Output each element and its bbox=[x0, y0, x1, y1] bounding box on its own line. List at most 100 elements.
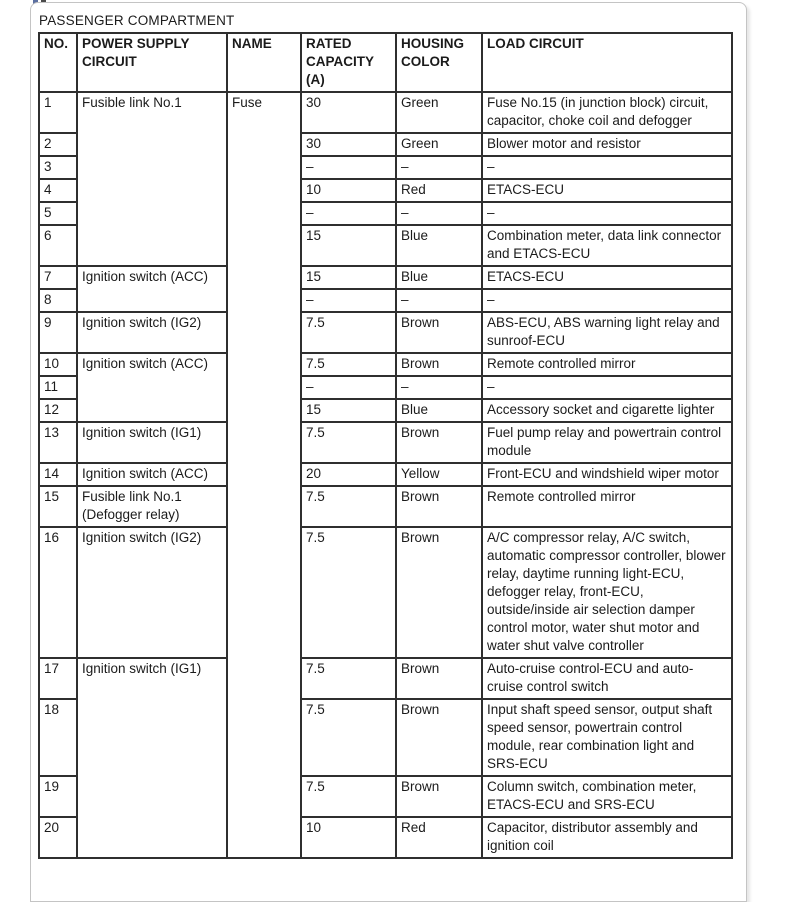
cell-rated-capacity: 7.5 bbox=[301, 658, 396, 699]
cell-rated-capacity: – bbox=[301, 289, 396, 312]
table-row: 7 Ignition switch (ACC) 15 Blue ETACS-ECU bbox=[39, 266, 732, 312]
cell-power-supply-circuit: Fusible link No.1 bbox=[77, 92, 227, 266]
cell-rated-capacity: – bbox=[301, 156, 396, 179]
cell-no: 16 bbox=[39, 527, 77, 658]
cell-housing-color: Brown bbox=[396, 658, 482, 699]
cell-load-circuit: Remote controlled mirror bbox=[482, 353, 732, 376]
cell-load-circuit: Fuse No.15 (in junction block) circuit, … bbox=[482, 92, 732, 133]
cell-housing-color: Brown bbox=[396, 353, 482, 376]
column-header-load-circuit: LOAD CIRCUIT bbox=[482, 33, 732, 92]
cell-load-circuit: Combination meter, data link connector a… bbox=[482, 225, 732, 266]
table-row: 6 15 Blue Combination meter, data link conn… bbox=[39, 225, 732, 266]
table-row: 4 10 Red ETACS-ECU bbox=[39, 179, 732, 202]
cell-load-circuit: – bbox=[482, 376, 732, 399]
cell-power-supply-circuit: Ignition switch (IG1) bbox=[77, 422, 227, 463]
column-header-power-supply: POWER SUPPLY CIRCUIT bbox=[77, 33, 227, 92]
cell-housing-color: – bbox=[396, 289, 482, 312]
cell-housing-color: Blue bbox=[396, 399, 482, 422]
cell-no: 2 bbox=[39, 133, 77, 156]
cell-no: 19 bbox=[39, 776, 77, 817]
cell-rated-capacity: 15 bbox=[301, 225, 396, 266]
table-row: 12 15 Blue Accessory socket and cigarette l… bbox=[39, 399, 732, 422]
table-row: 13 Ignition switch (IG1) 7.5 Brown Fuel pump… bbox=[39, 422, 732, 463]
cell-rated-capacity: 7.5 bbox=[301, 486, 396, 527]
cell-rated-capacity: 15 bbox=[301, 266, 396, 289]
cell-no: 1 bbox=[39, 92, 77, 133]
cell-power-supply-circuit: Ignition switch (IG2) bbox=[77, 527, 227, 658]
table-row: 14 Ignition switch (ACC) 20 Yellow Front-ECU… bbox=[39, 463, 732, 486]
cell-rated-capacity: 7.5 bbox=[301, 312, 396, 353]
cell-power-supply-circuit: Ignition switch (IG2) bbox=[77, 312, 227, 353]
cell-load-circuit: ETACS-ECU bbox=[482, 266, 732, 289]
cell-housing-color: Green bbox=[396, 92, 482, 133]
cell-power-supply-circuit: Ignition switch (ACC) bbox=[77, 266, 227, 312]
cell-housing-color: Yellow bbox=[396, 463, 482, 486]
cell-housing-color: Blue bbox=[396, 225, 482, 266]
cell-rated-capacity: – bbox=[301, 376, 396, 399]
page-title: PASSENGER COMPARTMENT bbox=[39, 13, 235, 28]
cell-housing-color: Red bbox=[396, 817, 482, 858]
table-row: 3– – – bbox=[39, 156, 732, 179]
cell-rated-capacity: 7.5 bbox=[301, 776, 396, 817]
fuse-table: NO. POWER SUPPLY CIRCUIT NAME RATED CAPA… bbox=[38, 32, 733, 859]
cell-load-circuit: ABS-ECU, ABS warning light relay and sun… bbox=[482, 312, 732, 353]
cell-no: 14 bbox=[39, 463, 77, 486]
cell-rated-capacity: 7.5 bbox=[301, 527, 396, 658]
cell-power-supply-circuit: Ignition switch (ACC) bbox=[77, 463, 227, 486]
table-row: 17 Ignition switch (IG1) 7.5 Brown Auto-crui… bbox=[39, 658, 732, 858]
cell-no: 5 bbox=[39, 202, 77, 225]
cell-load-circuit: Remote controlled mirror bbox=[482, 486, 732, 527]
cell-housing-color: Brown bbox=[396, 422, 482, 463]
cell-load-circuit: – bbox=[482, 289, 732, 312]
cell-housing-color: Brown bbox=[396, 527, 482, 658]
cell-no: 10 bbox=[39, 353, 77, 376]
cell-no: 6 bbox=[39, 225, 77, 266]
cell-load-circuit: Column switch, combination meter, ETACS-… bbox=[482, 776, 732, 817]
cell-housing-color: Red bbox=[396, 179, 482, 202]
table-row: 8– – – bbox=[39, 289, 732, 312]
cell-no: 17 bbox=[39, 658, 77, 699]
cell-rated-capacity: 20 bbox=[301, 463, 396, 486]
cell-load-circuit: Fuel pump relay and powertrain control m… bbox=[482, 422, 732, 463]
cell-no: 4 bbox=[39, 179, 77, 202]
fuse-table-header: NO. POWER SUPPLY CIRCUIT NAME RATED CAPA… bbox=[39, 33, 732, 92]
cell-load-circuit: – bbox=[482, 202, 732, 225]
cell-load-circuit: Auto-cruise control-ECU and auto-cruise … bbox=[482, 658, 732, 699]
cell-housing-color: Blue bbox=[396, 266, 482, 289]
cell-load-circuit: ETACS-ECU bbox=[482, 179, 732, 202]
cell-load-circuit: A/C compressor relay, A/C switch, automa… bbox=[482, 527, 732, 658]
cell-no: 7 bbox=[39, 266, 77, 289]
table-row: 5– – – bbox=[39, 202, 732, 225]
column-header-rated-capacity: RATED CAPACITY (A) bbox=[301, 33, 396, 92]
cell-load-circuit: Accessory socket and cigarette lighter bbox=[482, 399, 732, 422]
cell-housing-color: Brown bbox=[396, 486, 482, 527]
cell-no: 18 bbox=[39, 699, 77, 776]
cell-load-circuit: Blower motor and resistor bbox=[482, 133, 732, 156]
fuse-table-body: 1 Fusible link No.1 Fuse 30 Green Fuse No.15 … bbox=[39, 92, 732, 858]
cell-housing-color: Brown bbox=[396, 776, 482, 817]
table-row: 11– – – bbox=[39, 376, 732, 399]
cell-no: 3 bbox=[39, 156, 77, 179]
cell-power-supply-circuit: Fusible link No.1 (Defogger relay) bbox=[77, 486, 227, 527]
cell-no: 20 bbox=[39, 817, 77, 858]
cell-no: 11 bbox=[39, 376, 77, 399]
cell-no: 8 bbox=[39, 289, 77, 312]
table-row: 18 7.5 Brown Input shaft speed sensor, outp… bbox=[39, 699, 732, 776]
column-header-no: NO. bbox=[39, 33, 77, 92]
cell-rated-capacity: – bbox=[301, 202, 396, 225]
cell-rated-capacity: 7.5 bbox=[301, 422, 396, 463]
column-header-name: NAME bbox=[227, 33, 301, 92]
cell-no: 12 bbox=[39, 399, 77, 422]
table-row: 15 Fusible link No.1 (Defogger relay) 7.5 B… bbox=[39, 486, 732, 527]
table-row: 1 Fusible link No.1 Fuse 30 Green Fuse No.15 … bbox=[39, 92, 732, 858]
cell-rated-capacity: 7.5 bbox=[301, 699, 396, 776]
cell-rated-capacity: 15 bbox=[301, 399, 396, 422]
cell-load-circuit: Capacitor, distributor assembly and igni… bbox=[482, 817, 732, 858]
table-row: 16 Ignition switch (IG2) 7.5 Brown A/C compr… bbox=[39, 527, 732, 658]
column-header-housing-color: HOUSING COLOR bbox=[396, 33, 482, 92]
cell-no: 13 bbox=[39, 422, 77, 463]
cell-rated-capacity: 30 bbox=[301, 133, 396, 156]
cell-rated-capacity: 7.5 bbox=[301, 353, 396, 376]
header-row: NO. POWER SUPPLY CIRCUIT NAME RATED CAPA… bbox=[39, 33, 732, 92]
cell-housing-color: Brown bbox=[396, 312, 482, 353]
